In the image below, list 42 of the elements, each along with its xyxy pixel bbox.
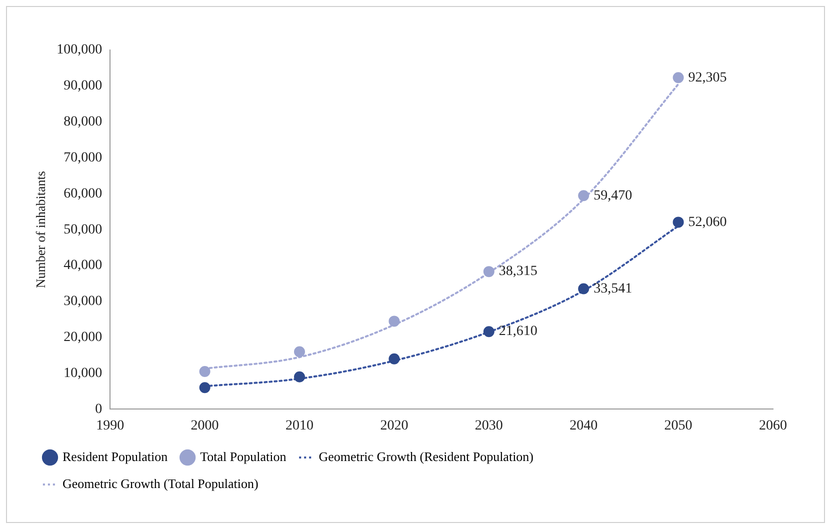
data-label: 59,470 <box>594 188 632 204</box>
x-tick-label: 2060 <box>759 418 787 434</box>
y-tick-label: 100,000 <box>56 42 102 58</box>
data-label: 21,610 <box>498 324 538 340</box>
y-tick-label: 60,000 <box>64 186 102 202</box>
legend-label: Total Population <box>200 448 287 464</box>
data-label: 33,541 <box>594 281 632 296</box>
point <box>294 371 305 382</box>
y-tick-label: 80,000 <box>64 114 102 130</box>
x-tick-label: 1990 <box>96 418 124 434</box>
data-label: 38,315 <box>498 264 538 280</box>
point <box>199 366 210 377</box>
x-tick-label: 2000 <box>190 418 219 434</box>
y-tick-label: 20,000 <box>64 330 102 346</box>
y-tick-label: 40,000 <box>64 258 102 274</box>
y-axis-title: Number of inhabitants <box>33 171 48 288</box>
x-tick-label: 2050 <box>664 418 692 434</box>
point <box>578 190 590 202</box>
point <box>483 266 494 278</box>
legend-label: Geometric Growth (Resident Population) <box>318 448 534 464</box>
y-tick-label: 90,000 <box>64 78 102 94</box>
data-label: 92,305 <box>688 70 727 86</box>
point <box>672 72 684 84</box>
y-tick-label: 50,000 <box>64 222 102 238</box>
point <box>672 216 684 228</box>
y-tick-label: 70,000 <box>64 150 102 166</box>
y-tick-label: 10,000 <box>64 366 102 381</box>
point <box>578 283 590 294</box>
x-tick-label: 2030 <box>474 418 503 434</box>
x-tick-label: 2010 <box>286 418 314 434</box>
data-label: 52,060 <box>688 214 727 230</box>
point <box>199 382 210 394</box>
point <box>483 326 494 338</box>
legend-label: Resident Population <box>62 448 168 464</box>
y-tick-label: 0 <box>95 402 102 417</box>
y-tick-label: 30,000 <box>64 294 102 310</box>
x-tick-label: 2020 <box>380 418 408 434</box>
x-tick-label: 2040 <box>570 418 598 434</box>
legend-label: Geometric Growth (Total Population) <box>62 476 258 491</box>
point <box>294 346 305 358</box>
point <box>388 353 400 364</box>
point <box>388 316 400 327</box>
